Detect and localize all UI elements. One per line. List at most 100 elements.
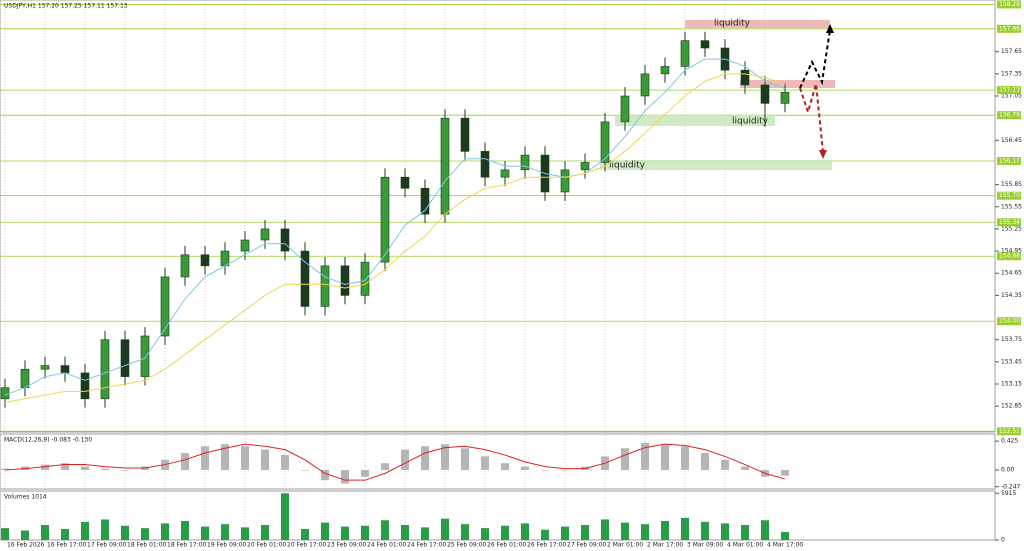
x-tick-label: 20 Feb 01:00	[247, 542, 287, 549]
bar	[261, 449, 269, 470]
candle-body	[700, 40, 710, 49]
level-label: 156.17	[999, 157, 1020, 164]
zone	[685, 20, 830, 28]
y-tick-label: 0.425	[1001, 438, 1018, 445]
x-tick-label: 24 Feb 01:00	[367, 542, 407, 549]
x-tick-label: 24 Feb 17:00	[407, 542, 447, 549]
bar	[401, 449, 409, 470]
moving-average	[4, 58, 786, 396]
candle-body	[160, 276, 170, 337]
bar	[381, 463, 389, 470]
signal-line	[4, 443, 786, 481]
bar	[361, 469, 369, 477]
zones: liquidity liquidity liquidity	[600, 19, 835, 171]
bar	[181, 453, 189, 470]
plot	[0, 31, 790, 540]
x-tick-label: 16 Feb 2026	[7, 542, 45, 549]
candle-body	[420, 188, 430, 215]
candle-body	[320, 265, 330, 307]
bar	[561, 469, 569, 471]
level-tag	[997, 86, 1021, 95]
y-tick-label: 153.75	[1001, 336, 1022, 343]
x-tick-label: 18 Feb 01:00	[127, 542, 167, 549]
bar	[561, 526, 569, 540]
y-tick-label: 156.45	[1001, 137, 1022, 144]
bar	[641, 524, 649, 540]
level-tag	[997, 317, 1021, 326]
arrow	[799, 29, 831, 89]
arrowhead	[826, 24, 834, 33]
y-tick-label: 157.65	[1001, 48, 1022, 55]
bar	[221, 524, 229, 540]
zone-label: liquidity	[714, 19, 751, 29]
y-tick-label: 154.65	[1001, 270, 1022, 277]
candle-body	[640, 73, 650, 97]
y-tick-label: 152.85	[1001, 403, 1022, 410]
candle-body	[660, 66, 670, 75]
candle-body	[380, 176, 390, 263]
bar	[221, 444, 229, 470]
bar	[661, 444, 669, 470]
grid	[0, 0, 995, 540]
bar	[241, 446, 249, 470]
x-tick-label: 25 Feb 09:00	[447, 542, 487, 549]
y-tick-label: 155.55	[1001, 203, 1022, 210]
x-tick-label: 26 Feb 01:00	[487, 542, 527, 549]
candle-body	[440, 117, 450, 215]
candle-body	[460, 117, 470, 152]
bar	[521, 523, 529, 540]
bar	[481, 528, 489, 540]
candle-body	[120, 339, 130, 377]
bar	[281, 455, 289, 470]
arrowhead	[819, 150, 827, 159]
level-tag	[997, 218, 1021, 227]
bar	[321, 522, 329, 540]
bar	[501, 525, 509, 540]
x-tick-label: 18 Feb 17:00	[167, 542, 207, 549]
bar	[41, 464, 49, 470]
level-label: 157.96	[999, 25, 1020, 32]
x-tick-label: 17 Feb 09:00	[87, 542, 127, 549]
bar	[741, 524, 749, 540]
bar	[121, 469, 129, 471]
candle-body	[340, 265, 350, 296]
x-tick-label: 4 Mar 01:00	[727, 542, 763, 549]
bar	[481, 456, 489, 470]
bar	[441, 444, 449, 470]
bar	[441, 518, 449, 540]
bar	[301, 469, 309, 471]
y-tick-label: 0	[1001, 537, 1005, 544]
y-tick-label: 155.25	[1001, 225, 1022, 232]
candle-body	[760, 84, 770, 104]
bar	[121, 525, 129, 540]
bar	[161, 523, 169, 540]
level-tag	[997, 156, 1021, 165]
bar	[581, 524, 589, 540]
candle-body	[580, 162, 590, 171]
bar	[61, 528, 69, 540]
bar	[501, 463, 509, 470]
price-panel	[0, 0, 996, 433]
moving-average	[4, 73, 786, 403]
candle-body	[480, 151, 490, 178]
candle-body	[400, 176, 410, 189]
symbol-header: USDJPY,H1 157.20 157.25 157.11 157.13	[4, 3, 128, 10]
x-tick-label: 4 Mar 17:00	[767, 542, 803, 549]
level-tag	[997, 0, 1021, 9]
zone	[615, 115, 775, 126]
y-tick-label: 0.00	[1001, 466, 1015, 473]
bar	[21, 530, 29, 540]
x-tick-label: 23 Feb 09:00	[327, 542, 367, 549]
y-tick-label: 153.45	[1001, 358, 1022, 365]
level-label: 155.34	[999, 219, 1020, 226]
candle-body	[620, 95, 630, 123]
candle-body	[680, 40, 690, 67]
panel-title: Volumes 1014	[4, 494, 47, 501]
arrows	[799, 24, 834, 159]
candle-body	[60, 365, 70, 374]
y-tick-label: 153.15	[1001, 381, 1022, 388]
level-label: 152.51	[999, 428, 1020, 435]
bar	[61, 463, 69, 470]
candle-body	[40, 365, 50, 370]
